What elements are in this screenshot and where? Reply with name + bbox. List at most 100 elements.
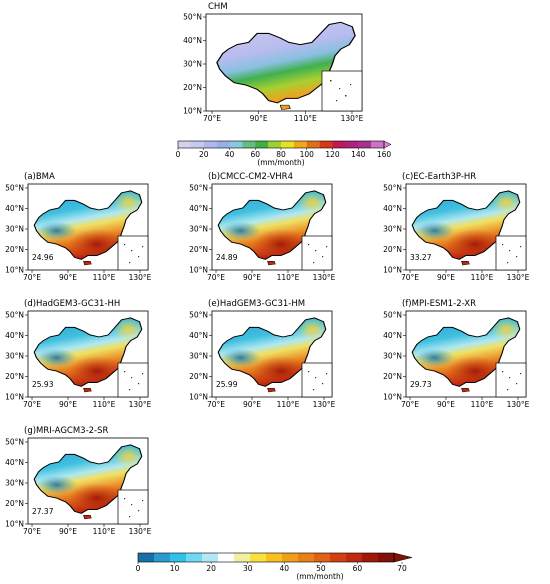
panel-lat-tick-label: 10°N bbox=[383, 393, 402, 402]
panel-lat-tick-label: 30°N bbox=[383, 352, 402, 361]
panel-lon-tick-label: 90°E bbox=[59, 273, 77, 282]
panel-lon-tick-label: 70°E bbox=[401, 273, 419, 282]
panel-title: (g)MRI-AGCM3-2-SR bbox=[24, 426, 109, 436]
panel-lat-tick-label: 20°N bbox=[5, 245, 24, 254]
panel-south-china-sea-inset bbox=[117, 362, 149, 398]
chm-colorbar-tick-label: 60 bbox=[250, 150, 260, 159]
chm-lon-tick-label: 110°E bbox=[294, 114, 317, 123]
chm-colorbar-unit: (mm/month) bbox=[257, 158, 304, 167]
chm-colorbar-cell bbox=[332, 141, 346, 148]
chm-colorbar-cell bbox=[306, 141, 320, 148]
panel-lat-tick-label: 20°N bbox=[5, 372, 24, 381]
bias-colorbar: 0 10 20 30 40 50 60 70 (mm/month) bbox=[136, 552, 413, 581]
chm-colorbar-cell bbox=[319, 141, 333, 148]
panel-lon-tick-label: 110°E bbox=[277, 400, 300, 409]
chm-colorbar-extend-arrow bbox=[383, 140, 392, 149]
inset-island bbox=[129, 262, 131, 264]
chm-colorbar-tick-label: 100 bbox=[300, 150, 315, 159]
panel-south-china-sea-inset bbox=[301, 235, 333, 271]
inset-island bbox=[131, 250, 133, 252]
panel-lat-tick-label: 50°N bbox=[383, 184, 402, 193]
panel-value: 25.99 bbox=[216, 380, 238, 389]
panel-lat-tick-label: 10°N bbox=[189, 266, 208, 275]
chm-lon-tick-label: 70°E bbox=[203, 114, 221, 123]
inset-island bbox=[322, 383, 324, 385]
inset-island bbox=[131, 377, 133, 379]
inset-island bbox=[131, 504, 133, 506]
panel-lat-tick-label: 30°N bbox=[189, 352, 208, 361]
inset-island bbox=[142, 500, 144, 502]
inset-island bbox=[308, 371, 310, 373]
chm-colorbar-cell bbox=[203, 141, 217, 148]
inset-island bbox=[124, 371, 126, 373]
panel-lon-tick-label: 70°E bbox=[207, 400, 225, 409]
panel-lat-tick-label: 10°N bbox=[5, 520, 24, 529]
panel-lat-tick-label: 40°N bbox=[383, 204, 402, 213]
bias-colorbar-cell bbox=[362, 553, 379, 562]
inset-island bbox=[507, 389, 509, 391]
bias-colorbar-tick-label: 10 bbox=[170, 564, 180, 573]
inset-island bbox=[129, 389, 131, 391]
inset-island bbox=[138, 256, 140, 258]
panel-value: 27.37 bbox=[32, 507, 54, 516]
inset-island bbox=[502, 244, 504, 246]
bias-colorbar-cell bbox=[138, 553, 155, 562]
inset-island bbox=[138, 510, 140, 512]
chm-colorbar-cell bbox=[229, 141, 243, 148]
model-panel: (a)BMA 24.96 50°N 40°N 30°N 20°N 10°N70°E 90°E 1… bbox=[5, 172, 152, 282]
panel-title: (c)EC-Earth3P-HR bbox=[402, 172, 476, 182]
bias-colorbar-unit: (mm/month) bbox=[296, 572, 343, 581]
panel-lon-tick-label: 110°E bbox=[277, 273, 300, 282]
panel-lat-tick-label: 20°N bbox=[5, 499, 24, 508]
chm-colorbar-tick-label: 40 bbox=[225, 150, 235, 159]
chm-lon-axis: 70°E 90°E 110°E 130°E bbox=[203, 111, 364, 123]
panel-lat-tick-label: 10°N bbox=[383, 266, 402, 275]
inset-island bbox=[142, 246, 144, 248]
panel-lat-tick-label: 30°N bbox=[5, 479, 24, 488]
panel-lon-tick-label: 90°E bbox=[243, 400, 261, 409]
inset-island bbox=[308, 244, 310, 246]
chm-south-china-sea-inset bbox=[321, 70, 363, 112]
inset-island bbox=[322, 256, 324, 258]
panel-lat-tick-label: 40°N bbox=[5, 458, 24, 467]
panel-lat-tick-label: 40°N bbox=[5, 204, 24, 213]
chm-lat-tick-label: 20°N bbox=[183, 83, 202, 92]
inset-island bbox=[509, 250, 511, 252]
panel-lon-tick-label: 110°E bbox=[471, 273, 494, 282]
inset-island bbox=[124, 498, 126, 500]
bias-colorbar-tick-label: 40 bbox=[280, 564, 290, 573]
bias-colorbar-cell bbox=[378, 553, 395, 562]
panel-lon-tick-label: 130°E bbox=[129, 273, 152, 282]
chm-lat-tick-label: 30°N bbox=[183, 60, 202, 69]
panel-lon-tick-label: 90°E bbox=[437, 273, 455, 282]
bias-colorbar-tick-label: 60 bbox=[353, 564, 363, 573]
panel-lat-tick-label: 50°N bbox=[383, 311, 402, 320]
chm-colorbar-cell bbox=[371, 141, 385, 148]
chm-lat-axis: 50°N 40°N 30°N 20°N 10°N bbox=[183, 13, 206, 116]
bias-colorbar-ticks: 0 10 20 30 40 50 60 70 bbox=[136, 562, 407, 573]
panel-lon-tick-label: 90°E bbox=[437, 400, 455, 409]
chm-colorbar-tick-label: 80 bbox=[276, 150, 286, 159]
model-panel: (c)EC-Earth3P-HR 33.27 50°N 40°N 30°N 20°N 10°… bbox=[383, 172, 530, 282]
panel-lat-tick-label: 20°N bbox=[383, 372, 402, 381]
panel-lat-tick-label: 50°N bbox=[189, 311, 208, 320]
panel-lon-tick-label: 90°E bbox=[59, 527, 77, 536]
panel-lat-tick-label: 30°N bbox=[5, 225, 24, 234]
panel-lat-tick-label: 40°N bbox=[5, 331, 24, 340]
panel-title: (b)CMCC-CM2-VHR4 bbox=[208, 172, 293, 182]
chm-colorbar-cell bbox=[216, 141, 230, 148]
panel-lon-tick-label: 130°E bbox=[313, 273, 336, 282]
bias-colorbar-cell bbox=[250, 553, 267, 562]
inset-island bbox=[124, 244, 126, 246]
model-panel: (b)CMCC-CM2-VHR4 24.89 50°N 40°N 30°N 20°N 10°… bbox=[189, 172, 336, 282]
chm-colorbar-tick-label: 120 bbox=[325, 150, 340, 159]
chm-colorbar-tick-label: 140 bbox=[351, 150, 366, 159]
chm-colorbar-cell bbox=[293, 141, 307, 148]
inset-island bbox=[507, 262, 509, 264]
chm-colorbar-tick-label: 160 bbox=[377, 150, 392, 159]
panel-lon-tick-label: 70°E bbox=[23, 400, 41, 409]
chm-colorbar-cell bbox=[242, 141, 256, 148]
panel-china-map bbox=[33, 190, 143, 266]
chm-colorbar-cell bbox=[255, 141, 269, 148]
inset-island bbox=[313, 262, 315, 264]
